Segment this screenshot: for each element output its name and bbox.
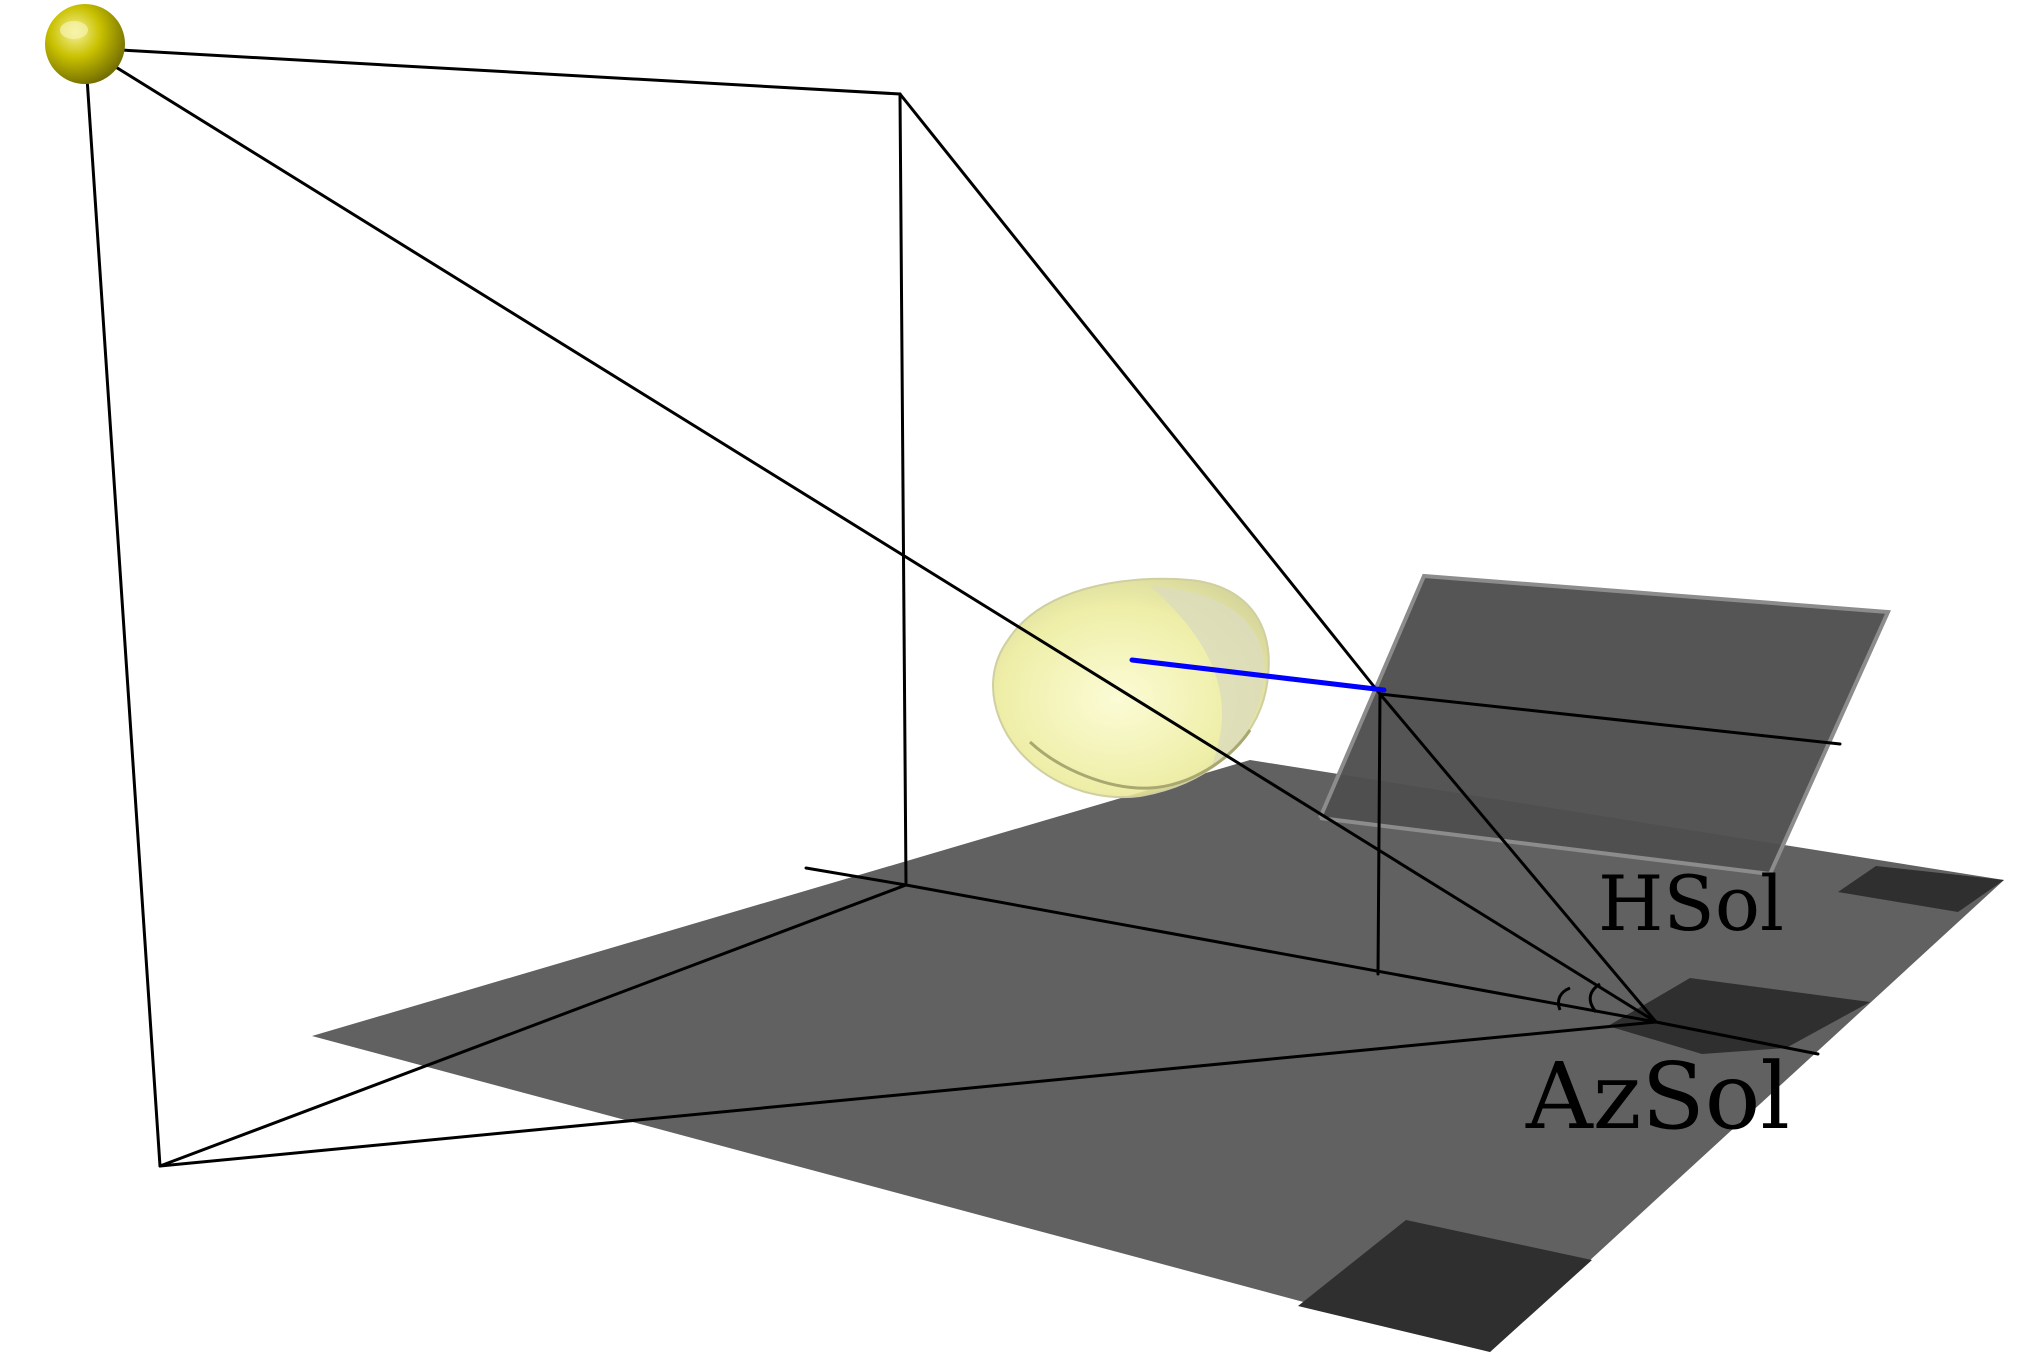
ground-corner-patch [1298,1220,1592,1352]
altitude-angle-arc [1588,982,1601,1013]
solar-panel-edge [1318,573,1891,877]
azimuth-label: AzSol [1525,1043,1790,1150]
ground-plane [312,760,2004,1352]
sky-hemisphere [992,577,1270,799]
solar-panel [1320,576,1888,874]
azimuth-angle-arc [1556,986,1571,1011]
panel-normal-vector [1129,657,1387,693]
sun [45,4,125,84]
altitude-label: HSol [1598,859,1784,948]
ground-corner-patch [1838,866,2004,912]
projection-lines [83,46,1842,1168]
ground-corner-patch [1608,978,1870,1054]
